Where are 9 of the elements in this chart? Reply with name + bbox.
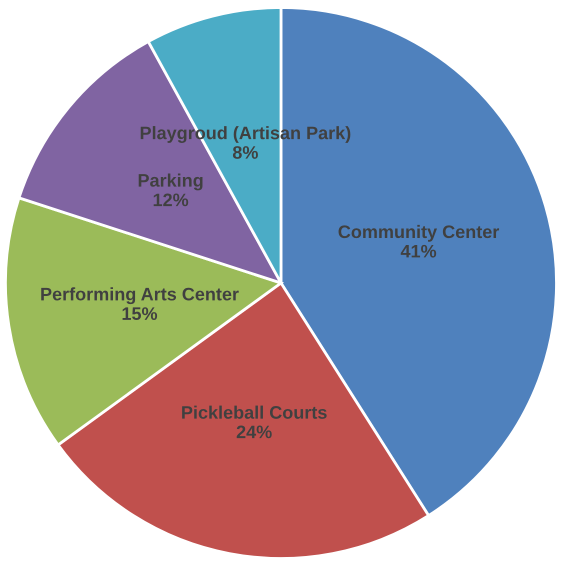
data-label: 24% bbox=[236, 426, 272, 438]
slice-label: Pickleball Courts bbox=[182, 406, 327, 419]
slice-label: Community Center bbox=[338, 224, 500, 242]
data-label: 8% bbox=[232, 146, 258, 159]
slice-label: Performing Arts Center bbox=[41, 287, 239, 304]
data-label: 41% bbox=[400, 244, 436, 258]
data-label: 15% bbox=[122, 307, 158, 320]
data-label: 12% bbox=[154, 194, 188, 206]
slice-label: Parking bbox=[138, 174, 203, 190]
